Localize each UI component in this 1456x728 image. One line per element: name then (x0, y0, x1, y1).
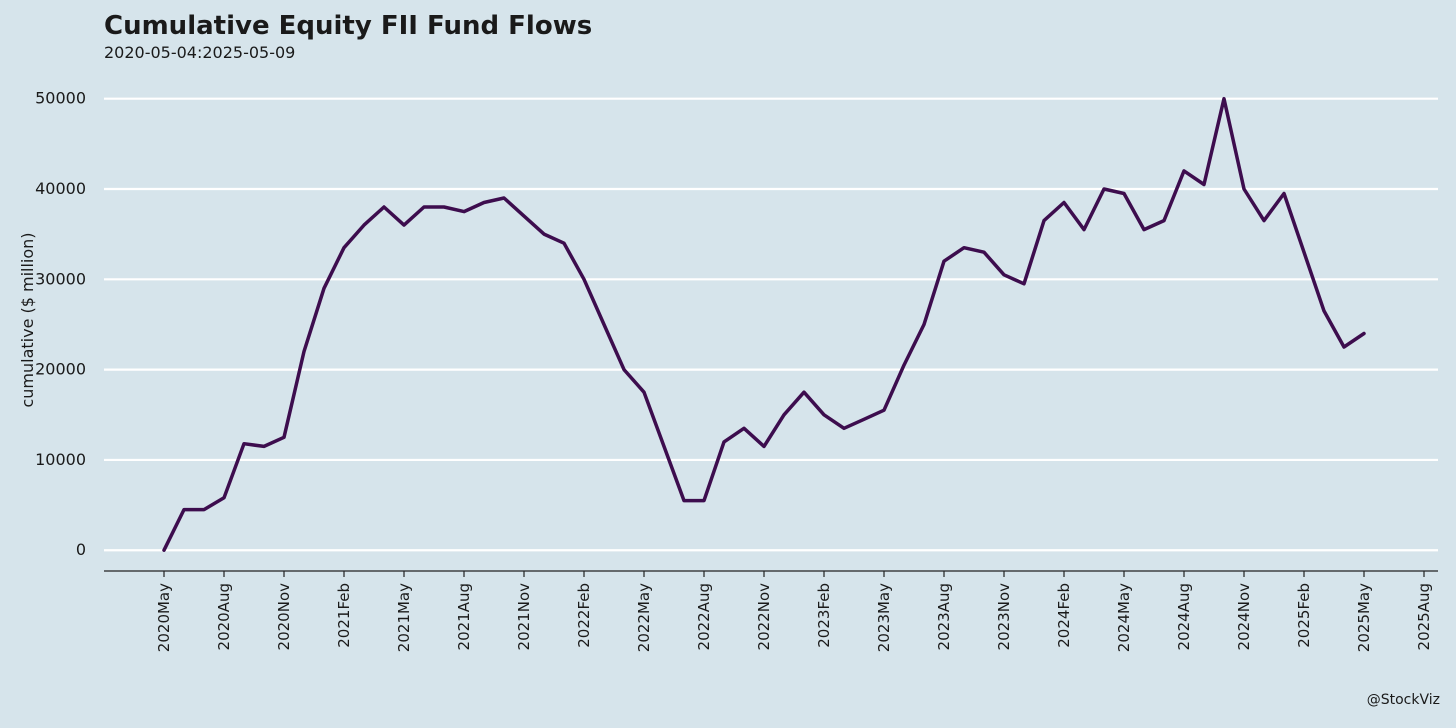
y-tick-label: 40000 (35, 179, 86, 198)
x-tick-label: 2024Nov (1235, 583, 1253, 651)
x-tick-label: 2022Nov (755, 583, 773, 651)
y-tick-label: 10000 (35, 450, 86, 469)
x-tick-label: 2021Aug (455, 583, 473, 650)
x-tick-label: 2020May (155, 583, 173, 652)
chart-subtitle: 2020-05-04:2025-05-09 (104, 43, 295, 62)
x-tick-label: 2021May (395, 583, 413, 652)
x-tick-label: 2025Feb (1295, 583, 1313, 648)
y-tick-label: 30000 (35, 269, 86, 288)
x-tick-label: 2023Nov (995, 583, 1013, 651)
chart-title: Cumulative Equity FII Fund Flows (104, 11, 592, 41)
x-tick-label: 2023Feb (815, 583, 833, 648)
x-tick-label: 2025May (1355, 583, 1373, 652)
x-tick-label: 2024Feb (1055, 583, 1073, 648)
x-tick-label: 2023Aug (935, 583, 953, 650)
x-tick-label: 2021Nov (515, 583, 533, 651)
x-tick-label: 2022May (635, 583, 653, 652)
y-tick-label: 0 (76, 540, 86, 559)
x-tick-label: 2020Nov (275, 583, 293, 651)
x-tick-label: 2024Aug (1175, 583, 1193, 650)
caption: @StockViz (1367, 692, 1440, 708)
x-tick-label: 2022Aug (695, 583, 713, 650)
y-tick-label: 50000 (35, 89, 86, 108)
y-axis-label: cumulative ($ million) (18, 232, 37, 407)
x-tick-label: 2021Feb (335, 583, 353, 648)
x-tick-label: 2020Aug (215, 583, 233, 650)
x-tick-label: 2024May (1115, 583, 1133, 652)
x-tick-label: 2022Feb (575, 583, 593, 648)
data-line (162, 96, 1366, 552)
x-tick-label: 2025Aug (1415, 583, 1433, 650)
y-tick-label: 20000 (35, 360, 86, 379)
x-tick-label: 2023May (875, 583, 893, 652)
